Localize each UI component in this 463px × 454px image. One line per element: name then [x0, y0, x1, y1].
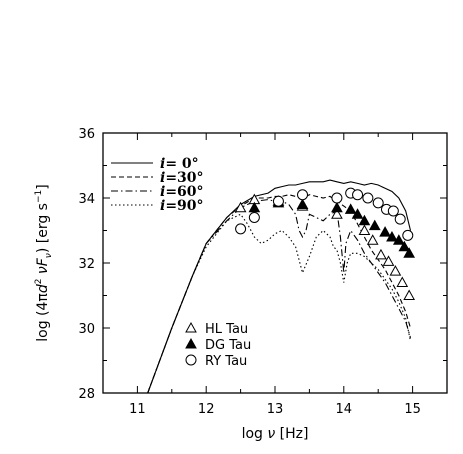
legend-label-2: i=60°	[160, 184, 204, 200]
legend-label-0: i= 0°	[160, 156, 199, 172]
obs-point-2-8	[372, 197, 384, 209]
model-curve-1	[147, 194, 412, 394]
obs-point-1-10	[392, 234, 405, 245]
legend-obs-label-0: HL Tau	[205, 322, 248, 337]
y-tick-label-2: 32	[78, 257, 95, 272]
x-axis-label: log ν [Hz]	[242, 426, 309, 442]
obs-point-1-11	[398, 240, 411, 252]
obs-point-2-6	[352, 189, 364, 201]
x-tick-label-4: 15	[404, 402, 421, 417]
y-tick-label-1: 30	[78, 322, 95, 337]
y-tick-label-0: 28	[78, 387, 95, 402]
legend-marker-1	[185, 337, 197, 349]
obs-point-1-0	[248, 201, 261, 213]
obs-point-0-0	[234, 201, 247, 213]
obs-point-2-7	[362, 192, 374, 204]
obs-point-0-7	[375, 248, 387, 260]
legend-label-3: i=90°	[160, 198, 204, 214]
legend-marker-0	[185, 321, 197, 333]
obs-point-0-10	[396, 276, 409, 287]
obs-point-0-5	[358, 224, 371, 235]
obs-point-1-12	[403, 247, 416, 258]
x-tick-label-2: 13	[267, 402, 284, 417]
legend-label-1: i=30°	[160, 170, 204, 186]
model-curve-0	[147, 179, 412, 394]
x-tick-label-0: 11	[129, 402, 146, 417]
obs-point-1-5	[351, 208, 364, 219]
obs-point-0-8	[382, 255, 395, 266]
observation-markers	[234, 187, 416, 300]
obs-point-1-3	[331, 201, 343, 213]
x-tick-label-1: 12	[198, 402, 215, 417]
y-tick-label-4: 36	[78, 127, 95, 142]
y-tick-label-3: 34	[78, 192, 95, 207]
obs-point-1-7	[368, 219, 381, 231]
legend-marker-2	[185, 354, 197, 366]
obs-point-2-12	[402, 229, 414, 241]
model-curves	[147, 179, 412, 394]
obs-point-0-4	[331, 208, 343, 219]
obs-point-2-10	[387, 205, 399, 217]
obs-point-2-2	[272, 195, 284, 207]
legend-model-curves: i= 0°i=30°i=60°i=90°	[111, 156, 204, 214]
obs-point-2-11	[394, 213, 406, 225]
obs-point-1-4	[344, 203, 357, 214]
obs-point-1-9	[386, 230, 398, 242]
plot-frame	[102, 132, 448, 394]
obs-point-0-9	[389, 265, 402, 276]
obs-point-1-6	[358, 214, 371, 226]
x-tick-label-3: 14	[336, 402, 353, 417]
obs-point-0-6	[366, 234, 379, 245]
tick-labels: 11 12 13 14 15 28 30 32 34 36	[78, 127, 420, 417]
y-axis-label: log (4πd2 νFν) [erg s−1]	[34, 184, 54, 341]
legend-obs-label-1: DG Tau	[205, 338, 251, 353]
legend-obs-label-2: RY Tau	[205, 354, 247, 369]
obs-point-1-8	[379, 226, 391, 237]
obs-point-2-4	[331, 192, 343, 204]
obs-point-2-1	[248, 212, 260, 223]
obs-point-1-2	[296, 198, 309, 209]
obs-point-2-3	[297, 189, 309, 201]
obs-point-2-0	[235, 223, 247, 235]
obs-point-0-11	[403, 289, 416, 300]
axis-ticks	[102, 132, 448, 394]
